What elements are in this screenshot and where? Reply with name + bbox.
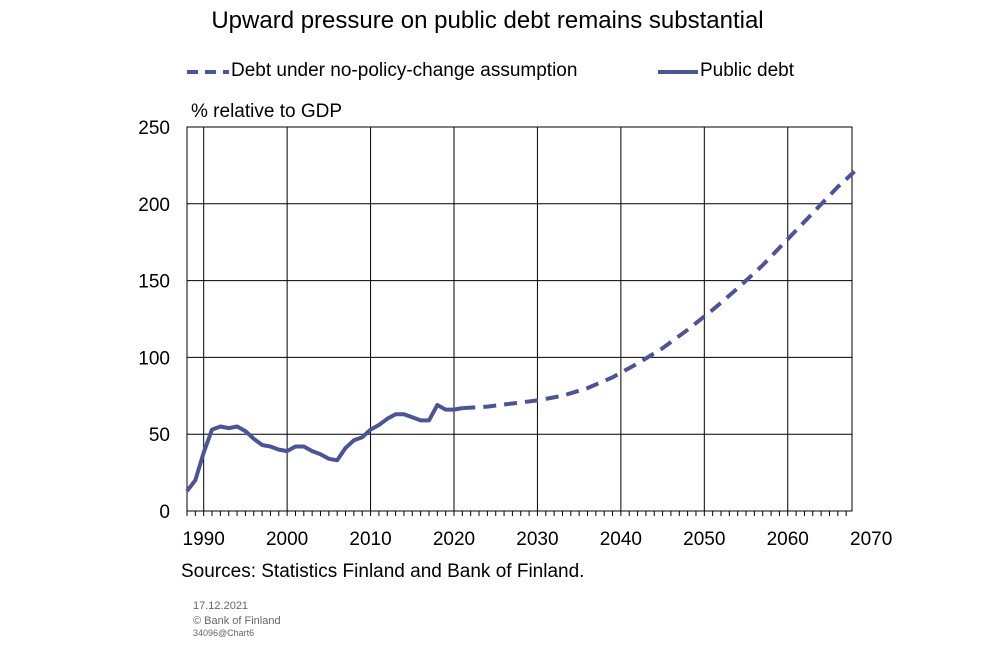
x-tick-label: 2060: [767, 529, 809, 550]
series-line-public-debt: [185, 403, 463, 493]
y-tick-label: 150: [138, 272, 170, 293]
series-line-no-policy-change: [462, 170, 856, 411]
footer-copyright: © Bank of Finland: [193, 615, 281, 627]
x-tick-label: 2040: [600, 529, 642, 550]
x-tick-label: 2050: [683, 529, 725, 550]
legend-swatch-solid: [658, 70, 698, 74]
y-axis-label: % relative to GDP: [191, 101, 342, 122]
x-tick-label: 1990: [183, 529, 225, 550]
legend-swatch-dashed: [187, 70, 229, 74]
x-tick-label: 2010: [349, 529, 391, 550]
footer-date: 17.12.2021: [193, 600, 249, 612]
y-tick-label: 250: [138, 118, 170, 139]
sources-note: Sources: Statistics Finland and Bank of …: [181, 561, 585, 582]
chart-title: Upward pressure on public debt remains s…: [211, 7, 764, 34]
x-tick-label: 2000: [266, 529, 308, 550]
legend-label-solid: Public debt: [700, 60, 795, 81]
y-tick-label: 0: [159, 502, 170, 523]
y-tick-label: 100: [138, 348, 170, 369]
x-tick-label: 2020: [433, 529, 475, 550]
y-tick-label: 50: [149, 425, 170, 446]
footer-code: 34096@Chart6: [193, 628, 255, 638]
x-tick-label: 2030: [516, 529, 558, 550]
y-tick-label: 200: [138, 195, 170, 216]
legend-label-dashed: Debt under no-policy-change assumption: [231, 60, 578, 81]
x-tick-label: 2070: [850, 529, 892, 550]
